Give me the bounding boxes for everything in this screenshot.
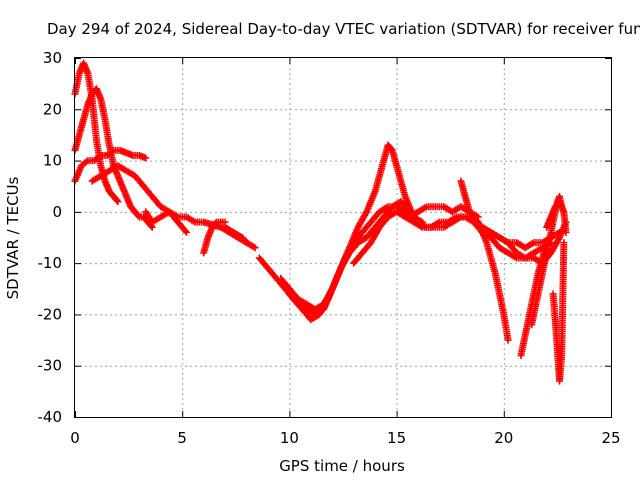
y-tick-label: -20	[38, 305, 63, 323]
y-tick-label: -30	[38, 357, 63, 375]
y-axis-label: SDTVAR / TECUs	[4, 176, 22, 299]
x-axis-label: GPS time / hours	[279, 457, 405, 475]
grid-layer	[75, 58, 611, 417]
data-point	[560, 239, 568, 247]
x-tick-label: 0	[70, 429, 80, 447]
y-tick-label: 20	[43, 100, 62, 118]
data-point	[562, 228, 570, 236]
data-point	[211, 219, 219, 227]
series-track-18	[549, 239, 568, 385]
x-tick-label: 25	[601, 429, 620, 447]
ticks-layer: 0 5 10 15 20 25 -40 -30 -20 -10 0 10 20 30	[38, 49, 621, 447]
series-track-7	[221, 223, 251, 247]
data-point	[182, 228, 190, 236]
plot-frame	[74, 57, 612, 418]
data-point	[114, 198, 122, 206]
data-point	[181, 227, 189, 235]
y-tick-label: 10	[43, 152, 62, 170]
series-track-14	[470, 218, 555, 262]
series-track-3	[71, 146, 150, 185]
marks-layer	[71, 59, 570, 385]
y-tick-label: 0	[52, 203, 62, 221]
data-point	[241, 237, 249, 245]
x-tick-label: 10	[280, 429, 299, 447]
y-tick-label: 30	[43, 49, 62, 67]
data-point	[142, 154, 150, 162]
series-track-5	[142, 208, 190, 236]
y-tick-label: -10	[38, 254, 63, 272]
x-tick-label: 20	[494, 429, 513, 447]
y-tick-label: -40	[38, 408, 63, 426]
data-point	[134, 212, 142, 220]
chart-title: Day 294 of 2024, Sidereal Day-to-day VTE…	[47, 20, 640, 38]
x-tick-label: 15	[387, 429, 406, 447]
series-track-6	[200, 218, 229, 257]
data-point	[243, 239, 251, 247]
data-point	[113, 196, 121, 204]
x-tick-label: 5	[177, 429, 187, 447]
data-point	[251, 244, 259, 252]
series-track-2	[71, 85, 156, 231]
data-point	[504, 336, 512, 344]
series-track-19	[543, 198, 570, 236]
